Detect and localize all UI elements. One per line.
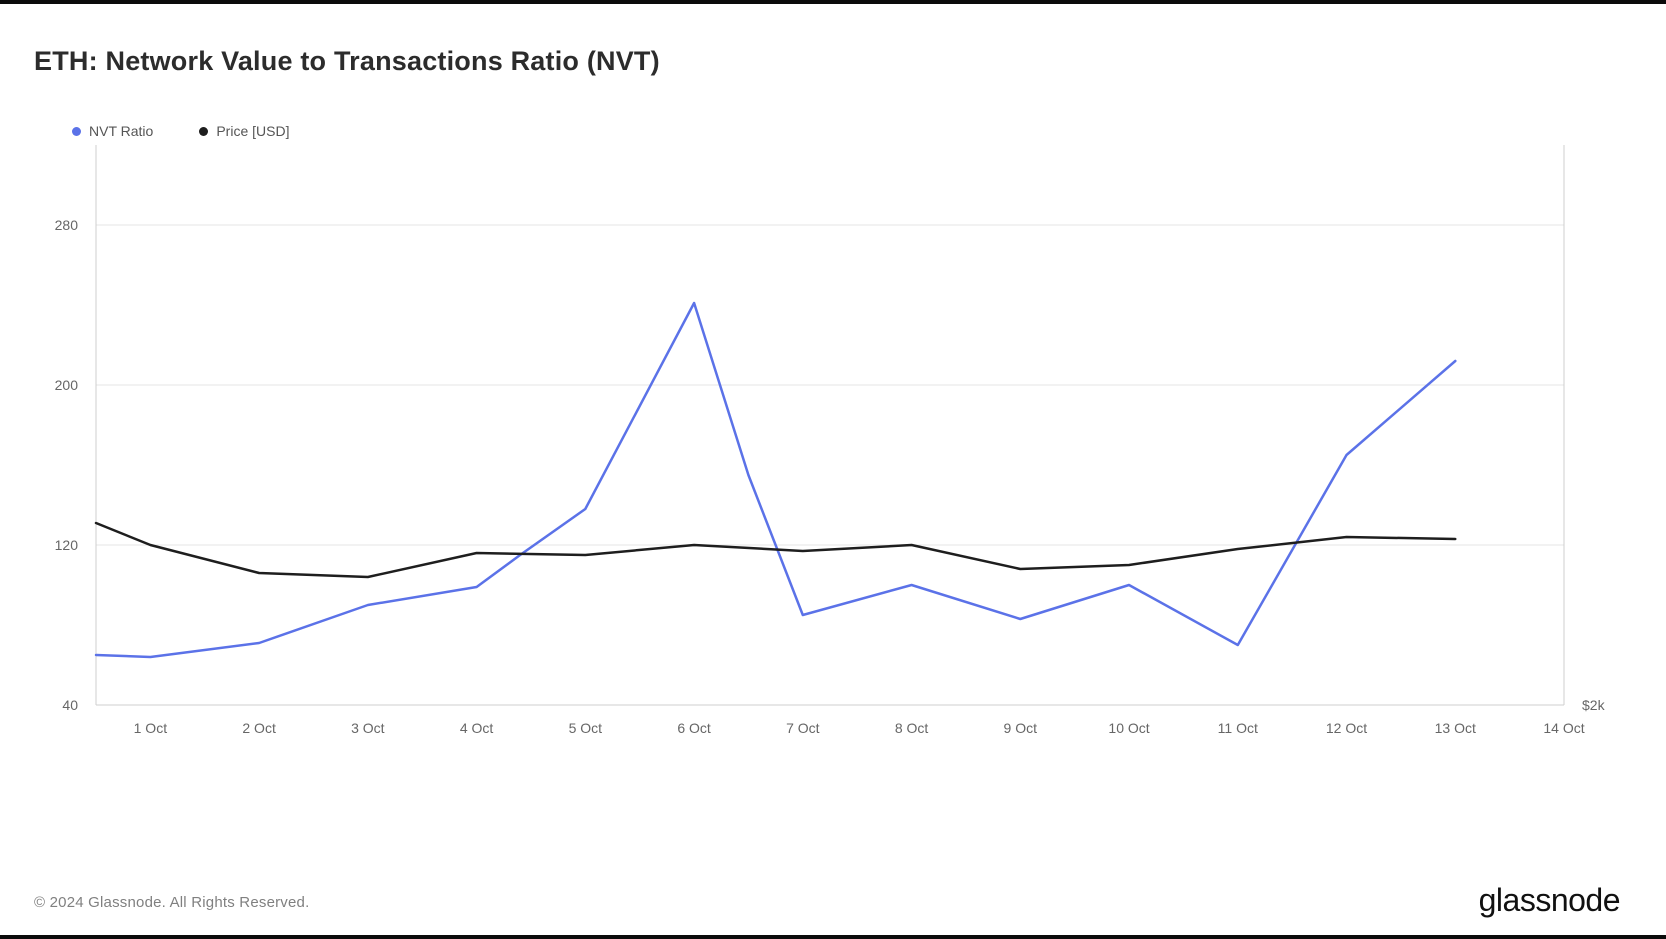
svg-text:280: 280 [55,217,79,233]
svg-text:7 Oct: 7 Oct [786,720,820,736]
svg-text:2 Oct: 2 Oct [242,720,276,736]
chart-area: 40 120 200 280 1 Oct 2 Oct 3 Oct 4 Oct 5 Oct 6 Oc… [34,145,1632,765]
svg-text:4 Oct: 4 Oct [460,720,494,736]
svg-text:12 Oct: 12 Oct [1326,720,1367,736]
series-nvt [96,303,1455,657]
svg-text:8 Oct: 8 Oct [895,720,929,736]
svg-text:14 Oct: 14 Oct [1543,720,1584,736]
brand-logo: glassnode [1479,882,1620,919]
svg-text:40: 40 [62,697,78,713]
svg-text:13 Oct: 13 Oct [1435,720,1476,736]
svg-text:$2k: $2k [1582,697,1606,713]
svg-text:9 Oct: 9 Oct [1004,720,1038,736]
legend-label-price: Price [USD] [216,123,289,139]
svg-text:1 Oct: 1 Oct [134,720,168,736]
chart-svg: 40 120 200 280 1 Oct 2 Oct 3 Oct 4 Oct 5 Oct 6 Oc… [34,145,1632,765]
legend-item-price[interactable]: Price [USD] [199,123,289,139]
series-price [96,523,1455,577]
svg-text:5 Oct: 5 Oct [569,720,603,736]
chart-frame: ETH: Network Value to Transactions Ratio… [0,0,1666,939]
svg-text:3 Oct: 3 Oct [351,720,385,736]
legend-dot-nvt [72,127,81,136]
copyright-footer: © 2024 Glassnode. All Rights Reserved. [34,894,309,911]
svg-text:11 Oct: 11 Oct [1218,720,1258,736]
svg-text:120: 120 [55,537,79,553]
svg-text:6 Oct: 6 Oct [677,720,711,736]
legend-label-nvt: NVT Ratio [89,123,153,139]
legend-dot-price [199,127,208,136]
chart-legend: NVT Ratio Price [USD] [72,123,1632,139]
chart-title: ETH: Network Value to Transactions Ratio… [34,46,1632,77]
legend-item-nvt[interactable]: NVT Ratio [72,123,153,139]
svg-text:200: 200 [55,377,79,393]
svg-text:10 Oct: 10 Oct [1108,720,1149,736]
